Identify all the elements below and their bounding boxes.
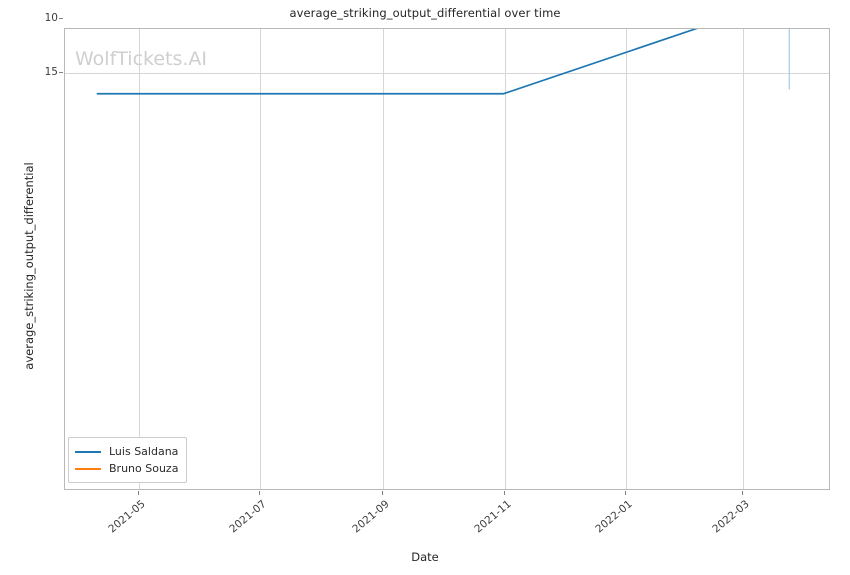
gridline-vertical	[626, 29, 627, 489]
y-tick-mark	[59, 71, 63, 73]
y-tick-label: 10	[44, 12, 58, 25]
x-tick-label: 2021-09	[350, 498, 393, 536]
x-tick-mark	[259, 491, 260, 495]
plot-area: WolfTickets.AI	[64, 28, 830, 490]
gridline-horizontal	[65, 73, 829, 74]
gridline-vertical	[743, 29, 744, 489]
x-tick-mark	[382, 491, 383, 495]
gridline-vertical	[260, 29, 261, 489]
x-tick-label: 2021-11	[472, 498, 514, 536]
y-tick-label: 15	[44, 65, 58, 78]
x-tick-label: 2021-05	[105, 498, 148, 536]
legend-swatch-luis-saldana	[75, 450, 101, 453]
legend-swatch-bruno-souza	[75, 467, 101, 470]
chart-title: average_striking_output_differential ove…	[289, 6, 561, 20]
legend-item-0[interactable]: Luis Saldana	[75, 443, 178, 460]
series-line-luis-saldana	[96, 29, 698, 95]
chart-legend[interactable]: Luis Saldana Bruno Souza	[68, 437, 188, 483]
gridline-vertical	[505, 29, 506, 489]
x-tick-mark	[504, 491, 505, 495]
x-tick-mark	[138, 491, 139, 495]
y-axis-label: average_striking_output_differential	[22, 162, 36, 370]
y-tick-mark	[59, 18, 63, 20]
x-tick-label: 2021-07	[227, 498, 269, 536]
x-axis-label: Date	[411, 550, 439, 564]
legend-label-luis-saldana: Luis Saldana	[109, 445, 179, 458]
data-series-layer	[96, 29, 790, 95]
gridline-vertical	[139, 29, 140, 489]
x-tick-mark	[625, 491, 626, 495]
x-tick-label: 2022-03	[710, 498, 753, 536]
legend-item-1[interactable]: Bruno Souza	[75, 460, 178, 477]
y-axis-ticks: 151050−5−10−15−20	[0, 0, 63, 575]
x-tick-label: 2022-01	[593, 498, 635, 536]
legend-label-bruno-souza: Bruno Souza	[109, 462, 179, 475]
x-tick-mark	[742, 491, 743, 495]
gridline-vertical	[383, 29, 384, 489]
